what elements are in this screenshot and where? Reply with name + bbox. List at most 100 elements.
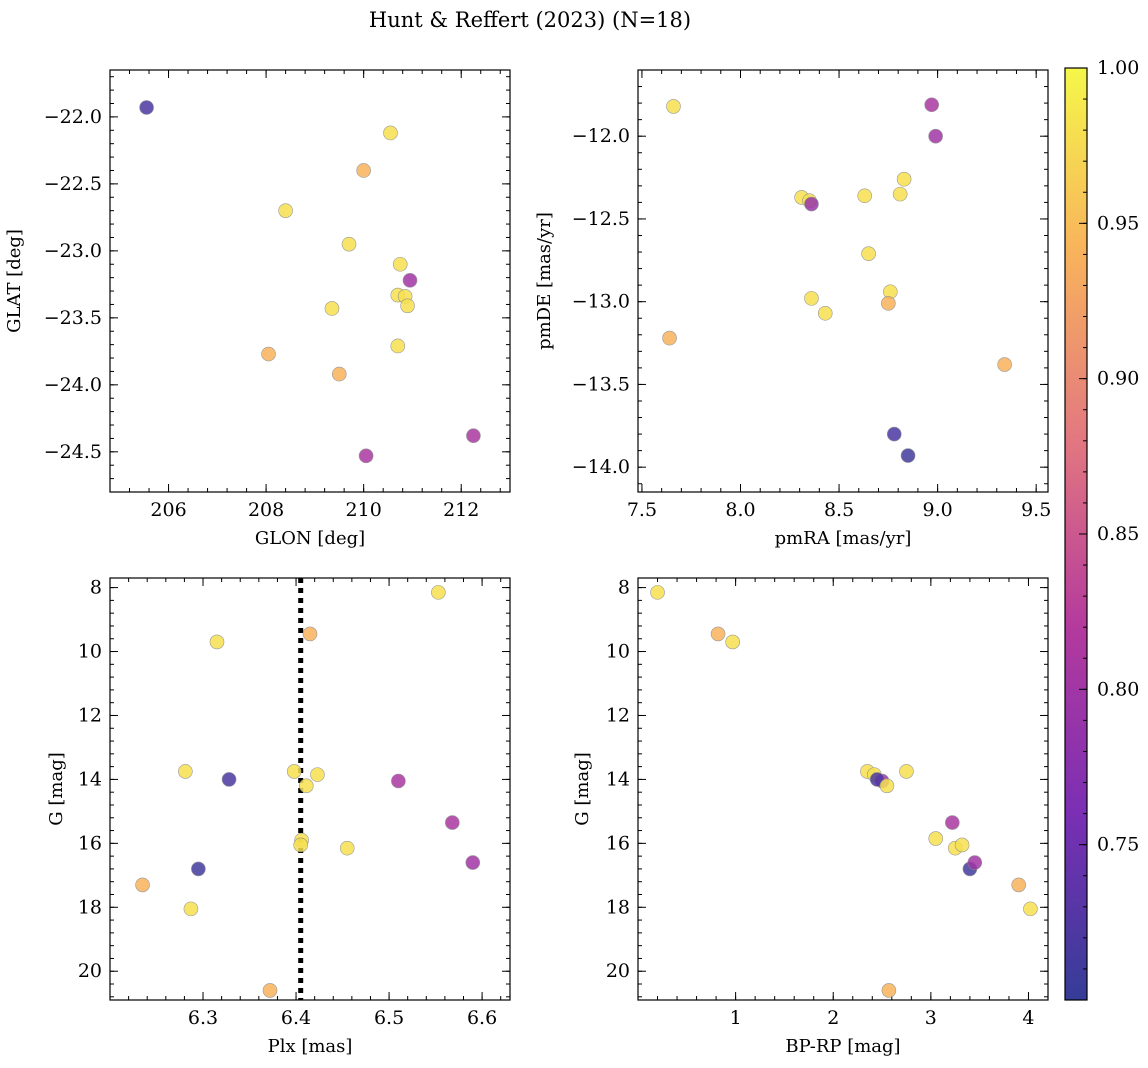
data-point xyxy=(879,778,895,794)
x-tick-label: 210 xyxy=(346,499,382,521)
y-tick-label: −14.0 xyxy=(572,456,630,478)
plot-frame xyxy=(109,69,511,493)
y-tick-label: 20 xyxy=(78,960,102,982)
data-point xyxy=(431,585,446,600)
panel-pmra-pmde: 7.5 8.0 8.5 9.0 9.5 −12.0 −12.5 −13.0 −13.5 −14.0… xyxy=(534,69,1051,549)
data-point xyxy=(881,296,896,311)
plot-frame xyxy=(637,69,1049,493)
data-point xyxy=(310,767,325,782)
y-tick-label: −24.0 xyxy=(44,374,102,396)
y-tick-label: −23.5 xyxy=(44,307,102,329)
colorbar: 0.75 0.80 0.85 0.90 0.95 1.00 xyxy=(1064,57,1139,1001)
data-point xyxy=(896,171,912,187)
data-point xyxy=(356,163,371,178)
data-point xyxy=(886,426,902,442)
data-point xyxy=(804,196,819,212)
data-point xyxy=(392,256,408,272)
x-tick-label: 6.6 xyxy=(467,1007,497,1029)
data-point xyxy=(466,428,481,444)
data-point xyxy=(358,448,374,464)
data-point xyxy=(390,338,406,354)
x-tick-label: 8.5 xyxy=(824,499,854,521)
x-tick-label: 6.5 xyxy=(374,1007,404,1029)
data-point xyxy=(139,100,154,115)
data-point xyxy=(331,366,347,382)
data-point xyxy=(278,203,293,218)
y-tick-label: 14 xyxy=(78,768,102,790)
x-tick-label: 212 xyxy=(443,499,479,521)
y-tick-label: 8 xyxy=(618,577,630,599)
colorbar-tick-label: 0.90 xyxy=(1097,368,1139,390)
data-point xyxy=(881,983,897,998)
y-tick-label: 20 xyxy=(606,960,630,982)
data-point xyxy=(967,855,983,870)
data-point xyxy=(892,186,908,202)
data-point xyxy=(383,125,398,141)
x-tick-label: 7.5 xyxy=(627,499,657,521)
data-point xyxy=(262,983,278,998)
x-tick-label: 208 xyxy=(248,499,284,521)
x-tick-label: 4 xyxy=(1022,1007,1034,1029)
y-tick-label: 14 xyxy=(606,768,630,790)
data-point xyxy=(324,301,340,316)
x-axis-label: Plx [mas] xyxy=(268,1036,353,1057)
data-point xyxy=(666,99,681,114)
data-point xyxy=(293,837,308,853)
data-point xyxy=(286,764,302,779)
y-tick-label: 12 xyxy=(78,704,102,726)
y-axis-label: pmDE [mas/yr] xyxy=(534,212,555,350)
panel-glon-glat: 206 208 210 212 −22.0 −22.5 −23.0 −23.5 −24.0 −24… xyxy=(4,69,511,549)
y-axis-label: G [mag] xyxy=(572,752,593,825)
data-point xyxy=(857,188,872,204)
y-tick-label: 16 xyxy=(78,832,102,854)
x-axis-label: GLON [deg] xyxy=(255,528,365,549)
data-point xyxy=(135,877,150,893)
colorbar-tick-label: 1.00 xyxy=(1097,57,1139,79)
panel-plx-g: 6.3 6.4 6.5 6.6 8 10 12 14 16 18 20 Plx [mas] G [mag… xyxy=(46,577,511,1057)
data-point xyxy=(178,764,193,779)
data-point xyxy=(183,901,199,917)
y-tick-label: −22.5 xyxy=(44,173,102,195)
plot-frame xyxy=(637,577,1049,1001)
y-axis-label: G [mag] xyxy=(46,752,67,825)
data-point xyxy=(402,273,418,288)
y-tick-label: −13.5 xyxy=(572,373,630,395)
y-tick-label: 10 xyxy=(78,641,102,663)
data-point xyxy=(710,626,726,642)
data-point xyxy=(465,855,481,870)
y-tick-label: −12.0 xyxy=(572,125,630,147)
colorbar-tick-label: 0.95 xyxy=(1097,212,1139,234)
y-tick-label: 8 xyxy=(90,577,102,599)
colorbar-tick-label: 0.75 xyxy=(1097,834,1139,856)
plot-frame xyxy=(109,577,511,1001)
y-tick-label: −13.0 xyxy=(572,291,630,313)
data-point xyxy=(725,634,740,650)
data-point xyxy=(1011,877,1027,893)
data-point xyxy=(997,357,1012,372)
figure-title: Hunt & Reffert (2023) (N=18) xyxy=(369,8,691,32)
x-tick-label: 3 xyxy=(925,1007,937,1029)
data-point xyxy=(261,346,276,362)
data-point xyxy=(1023,901,1038,917)
x-tick-label: 206 xyxy=(150,499,186,521)
y-tick-label: −12.5 xyxy=(572,208,630,230)
data-point xyxy=(209,634,225,650)
data-point xyxy=(954,837,970,853)
x-tick-label: 1 xyxy=(730,1007,742,1029)
data-point xyxy=(191,861,206,877)
data-point xyxy=(945,815,960,830)
data-point xyxy=(928,128,943,144)
colorbar-tick-label: 0.80 xyxy=(1097,678,1139,700)
colorbar-tick-label: 0.85 xyxy=(1097,523,1139,545)
data-point xyxy=(339,840,355,856)
y-axis-label: GLAT [deg] xyxy=(4,229,25,333)
y-tick-label: 18 xyxy=(78,896,102,918)
data-point xyxy=(662,330,677,346)
data-point xyxy=(302,626,318,642)
data-point xyxy=(400,298,415,314)
data-point xyxy=(221,772,237,787)
x-tick-label: 6.4 xyxy=(281,1007,311,1029)
data-point xyxy=(928,831,944,846)
